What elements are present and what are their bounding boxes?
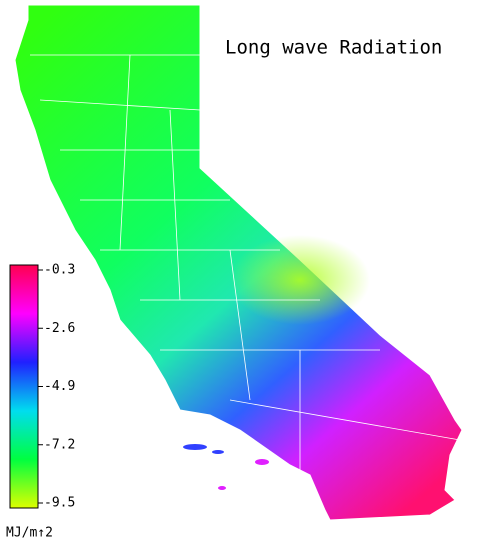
county-lines	[30, 5, 461, 470]
colorbar-tick-label: -9.5	[44, 496, 75, 511]
islands	[183, 444, 269, 490]
desert-region	[230, 235, 370, 325]
colorbar: -0.3 -2.6 -4.9 -7.2 -9.5	[9, 263, 75, 511]
map-title: Long wave Radiation	[225, 37, 442, 59]
colorbar-tick-label: -4.9	[44, 379, 75, 394]
colorbar-unit: MJ/m↑2	[6, 526, 53, 541]
california-map	[14, 4, 463, 521]
colorbar-tick-label: -7.2	[44, 437, 75, 452]
colorbar-gradient	[9, 264, 39, 509]
colorbar-tick-label: -2.6	[44, 321, 75, 336]
colorbar-tick-label: -0.3	[44, 263, 75, 278]
